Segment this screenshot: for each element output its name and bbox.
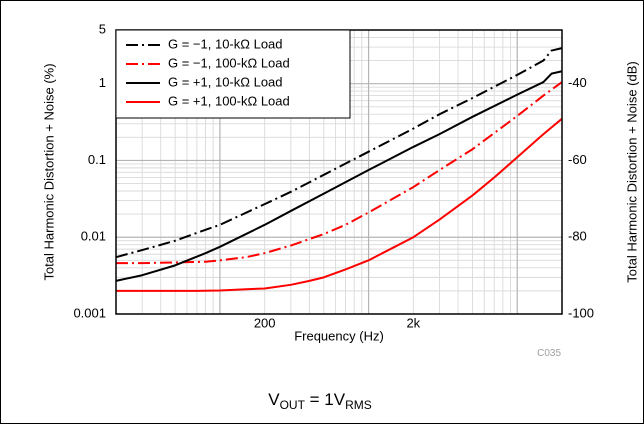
y-tick-label: 5: [99, 21, 106, 36]
series-line-3: [115, 70, 563, 282]
y2-tick-label: -80: [568, 229, 587, 244]
series-line-1: [115, 47, 563, 259]
x-tick-label: 200: [254, 316, 276, 331]
y-tick-label: 1: [99, 75, 106, 90]
y2-tick-label: -60: [568, 152, 587, 167]
footer-sub-out: OUT: [280, 398, 306, 412]
footer-sub-rms: RMS: [345, 398, 372, 412]
y-tick-label: 0.1: [88, 152, 106, 167]
plot-series: [115, 47, 563, 292]
figure-code: C035: [537, 348, 561, 359]
right-tick-labels: -40 -60 -80 -100: [568, 75, 594, 320]
legend: G = −1, 10-kΩ Load G = −1, 100-kΩ Load G =…: [115, 29, 351, 119]
legend-label-1: G = −1, 10-kΩ Load: [168, 36, 283, 51]
series-line-2: [116, 81, 563, 265]
y-tick-label: 0.01: [81, 229, 106, 244]
footer-mid: = 1V: [305, 390, 346, 409]
legend-label-4: G = +1, 100-kΩ Load: [168, 93, 290, 108]
x-tick-label: 2k: [406, 316, 420, 331]
y2-tick-label: -100: [568, 305, 594, 320]
x-axis-label: Frequency (Hz): [294, 329, 384, 344]
legend-label-3: G = +1, 10-kΩ Load: [168, 74, 283, 89]
legend-label-2: G = −1, 100-kΩ Load: [168, 55, 290, 70]
y-tick-label: 0.001: [73, 305, 106, 320]
left-tick-labels: 0.001 0.01 0.1 1 5: [73, 21, 106, 320]
y-axis-label: Total Harmonic Distortion + Noise (%): [41, 63, 56, 280]
y2-tick-label: -40: [568, 75, 587, 90]
series-line-4: [116, 117, 563, 292]
footer-v: V: [268, 390, 280, 409]
x-tick-labels: 200 2k: [254, 316, 421, 331]
footer-condition: VOUT = 1VRMS: [268, 390, 372, 412]
y2-axis-label: Total Harmonic Distortion + Noise (dB): [624, 61, 639, 282]
